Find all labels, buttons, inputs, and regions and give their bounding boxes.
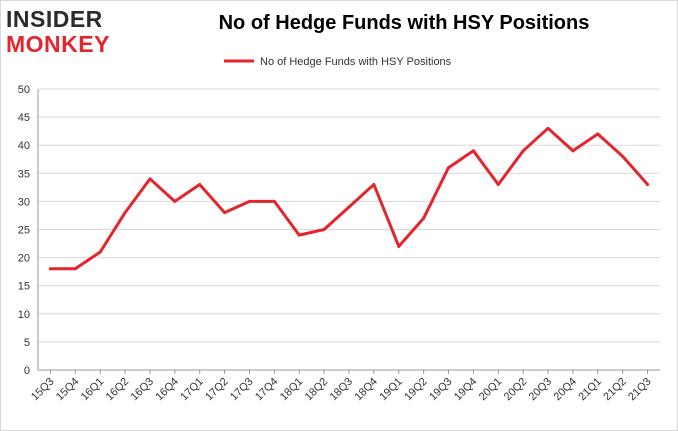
data-point — [596, 132, 600, 136]
chart-title: No of Hedge Funds with HSY Positions — [218, 12, 590, 34]
x-tick-label: 20Q1 — [477, 376, 505, 404]
data-point — [98, 250, 102, 254]
x-tick-label: 16Q3 — [129, 376, 157, 404]
data-point — [123, 211, 127, 215]
logo-text-top: INSIDER — [6, 6, 103, 32]
x-tick-label: 16Q2 — [104, 376, 132, 404]
y-tick-label: 50 — [18, 84, 30, 96]
logo-text-bottom: MONKEY — [6, 31, 110, 57]
data-point — [198, 183, 202, 187]
x-tick-label: 18Q1 — [278, 376, 306, 404]
x-tick-label: 17Q2 — [203, 376, 231, 404]
data-point — [397, 244, 401, 248]
x-tick-label: 20Q2 — [502, 376, 530, 404]
x-tick-label: 18Q2 — [303, 376, 331, 404]
y-tick-label: 10 — [18, 309, 30, 321]
data-point — [571, 149, 575, 153]
x-tick-label: 21Q2 — [601, 376, 629, 404]
data-point — [546, 126, 550, 130]
data-point — [422, 216, 426, 220]
x-tick-label: 17Q4 — [253, 376, 281, 404]
x-tick-label: 16Q4 — [153, 376, 181, 404]
data-point — [148, 177, 152, 181]
legend-label: No of Hedge Funds with HSY Positions — [260, 56, 452, 68]
y-tick-label: 5 — [24, 337, 30, 349]
x-tick-label: 20Q4 — [552, 376, 580, 404]
y-tick-label: 20 — [18, 253, 30, 265]
x-tick-label: 19Q2 — [402, 376, 430, 404]
data-point — [73, 267, 77, 271]
x-tick-label: 18Q4 — [352, 376, 380, 404]
y-tick-label: 15 — [18, 281, 30, 293]
data-point — [223, 211, 227, 215]
y-tick-label: 25 — [18, 225, 30, 237]
y-tick-label: 35 — [18, 168, 30, 180]
data-point — [646, 183, 650, 187]
x-tick-label: 19Q1 — [377, 376, 405, 404]
x-tick-label: 16Q1 — [79, 376, 107, 404]
data-point — [471, 149, 475, 153]
data-point — [521, 149, 525, 153]
x-tick-label: 20Q3 — [527, 376, 555, 404]
y-tick-label: 30 — [18, 196, 30, 208]
y-tick-label: 45 — [18, 112, 30, 124]
x-tick-label: 21Q3 — [626, 376, 654, 404]
x-tick-label: 18Q3 — [328, 376, 356, 404]
data-point — [496, 183, 500, 187]
x-tick-label: 15Q3 — [29, 376, 57, 404]
data-point — [272, 199, 276, 203]
data-point — [173, 199, 177, 203]
data-point — [48, 267, 52, 271]
data-point — [621, 154, 625, 158]
data-point — [297, 233, 301, 237]
series-line-hsy — [48, 126, 650, 271]
x-tick-label: 19Q3 — [427, 376, 455, 404]
y-tick-label: 40 — [18, 140, 30, 152]
x-tick-label: 17Q1 — [178, 376, 206, 404]
data-point — [347, 205, 351, 209]
y-tick-label: 0 — [24, 365, 30, 377]
data-point — [322, 228, 326, 231]
x-tick-label: 15Q4 — [54, 376, 82, 404]
data-point — [447, 166, 451, 170]
x-tick-label: 17Q3 — [228, 376, 256, 404]
data-point — [372, 183, 376, 187]
x-tick-label: 19Q4 — [452, 376, 480, 404]
data-point — [247, 199, 251, 203]
x-tick-label: 21Q1 — [576, 376, 604, 404]
insider-monkey-logo: INSIDER MONKEY — [6, 6, 128, 56]
